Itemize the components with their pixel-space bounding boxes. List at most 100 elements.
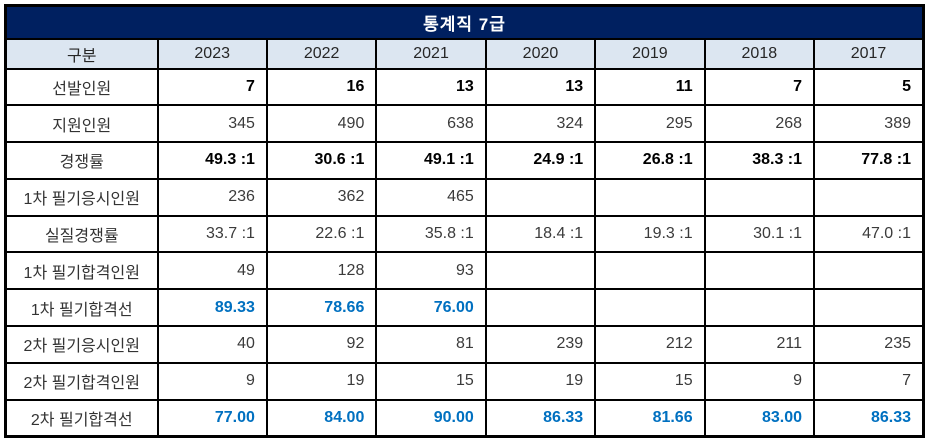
cell: 40: [156, 325, 268, 364]
column-header-year: 2017: [813, 37, 925, 70]
cell: 26.8 :1: [594, 141, 706, 180]
cell: [484, 177, 597, 217]
cell: 345: [156, 104, 268, 144]
cell: [703, 177, 816, 217]
cell: 35.8 :1: [375, 214, 487, 254]
cell: 49.1 :1: [375, 141, 487, 180]
table-title: 통계직 7급: [4, 4, 925, 40]
table-row: 2차 필기응시인원 40 92 81 239 212 211 235: [4, 325, 925, 364]
cell: 49.3 :1: [156, 141, 268, 180]
column-header-year: 2020: [484, 37, 597, 70]
cell: 77.00: [156, 398, 268, 438]
row-label: 2차 필기합격인원: [4, 361, 159, 401]
column-header-year: 2019: [594, 37, 706, 70]
cell: [703, 251, 816, 291]
cell: 83.00: [703, 398, 816, 438]
cell: 239: [484, 325, 597, 364]
cell: [813, 288, 925, 328]
cell: [813, 177, 925, 217]
cell: 76.00: [375, 288, 487, 328]
cell: 638: [375, 104, 487, 144]
cell: 13: [375, 67, 487, 107]
cell: 211: [703, 325, 816, 364]
cell: [813, 251, 925, 291]
row-label: 2차 필기합격선: [4, 398, 159, 438]
table-row: 2차 필기합격선 77.00 84.00 90.00 86.33 81.66 8…: [4, 398, 925, 438]
column-header-year: 2018: [703, 37, 816, 70]
cell: 324: [484, 104, 597, 144]
cell: 465: [375, 177, 487, 217]
row-label: 1차 필기합격인원: [4, 251, 159, 291]
table-row: 1차 필기응시인원 236 362 465: [4, 177, 925, 217]
cell: 86.33: [484, 398, 597, 438]
cell: [703, 288, 816, 328]
cell: 5: [813, 67, 925, 107]
cell: [594, 251, 706, 291]
column-header-year: 2021: [375, 37, 487, 70]
cell: 89.33: [156, 288, 268, 328]
table-row: 실질경쟁률 33.7 :1 22.6 :1 35.8 :1 18.4 :1 19…: [4, 214, 925, 254]
cell: 19: [484, 361, 597, 401]
cell: 9: [156, 361, 268, 401]
cell: 22.6 :1: [265, 214, 378, 254]
cell: 77.8 :1: [813, 141, 925, 180]
row-label: 1차 필기응시인원: [4, 177, 159, 217]
cell: 92: [265, 325, 378, 364]
cell: 47.0 :1: [813, 214, 925, 254]
cell: 49: [156, 251, 268, 291]
cell: 128: [265, 251, 378, 291]
row-label: 실질경쟁률: [4, 214, 159, 254]
cell: 19: [265, 361, 378, 401]
table-row: 지원인원 345 490 638 324 295 268 389: [4, 104, 925, 144]
table-title-row: 통계직 7급: [4, 4, 925, 40]
row-label: 지원인원: [4, 104, 159, 144]
cell: 490: [265, 104, 378, 144]
table-row: 1차 필기합격선 89.33 78.66 76.00: [4, 288, 925, 328]
table-header-row: 구분 2023 2022 2021 2020 2019 2018 2017: [4, 37, 925, 70]
cell: [484, 288, 597, 328]
column-header-year: 2022: [265, 37, 378, 70]
cell: 362: [265, 177, 378, 217]
cell: 389: [813, 104, 925, 144]
cell: 86.33: [813, 398, 925, 438]
row-label: 1차 필기합격선: [4, 288, 159, 328]
cell: 7: [156, 67, 268, 107]
cell: 9: [703, 361, 816, 401]
cell: 15: [375, 361, 487, 401]
cell: 268: [703, 104, 816, 144]
cell: 235: [813, 325, 925, 364]
column-header-year: 2023: [156, 37, 268, 70]
cell: 30.6 :1: [265, 141, 378, 180]
table-row: 선발인원 7 16 13 13 11 7 5: [4, 67, 925, 107]
cell: 81.66: [594, 398, 706, 438]
cell: 295: [594, 104, 706, 144]
cell: 81: [375, 325, 487, 364]
row-label: 선발인원: [4, 67, 159, 107]
cell: 30.1 :1: [703, 214, 816, 254]
cell: 93: [375, 251, 487, 291]
cell: [484, 251, 597, 291]
cell: 11: [594, 67, 706, 107]
cell: 7: [813, 361, 925, 401]
cell: 19.3 :1: [594, 214, 706, 254]
cell: 15: [594, 361, 706, 401]
exam-stats-table: 통계직 7급 구분 2023 2022 2021 2020 2019 2018 …: [4, 4, 925, 438]
cell: 18.4 :1: [484, 214, 597, 254]
row-label: 2차 필기응시인원: [4, 325, 159, 364]
cell: 38.3 :1: [703, 141, 816, 180]
cell: 16: [265, 67, 378, 107]
cell: [594, 177, 706, 217]
table-row: 1차 필기합격인원 49 128 93: [4, 251, 925, 291]
cell: 7: [703, 67, 816, 107]
table-row: 2차 필기합격인원 9 19 15 19 15 9 7: [4, 361, 925, 401]
column-header-category: 구분: [4, 37, 159, 70]
cell: 78.66: [265, 288, 378, 328]
cell: 212: [594, 325, 706, 364]
cell: 13: [484, 67, 597, 107]
table-row: 경쟁률 49.3 :1 30.6 :1 49.1 :1 24.9 :1 26.8…: [4, 141, 925, 180]
cell: 84.00: [265, 398, 378, 438]
cell: 33.7 :1: [156, 214, 268, 254]
cell: 236: [156, 177, 268, 217]
cell: 90.00: [375, 398, 487, 438]
